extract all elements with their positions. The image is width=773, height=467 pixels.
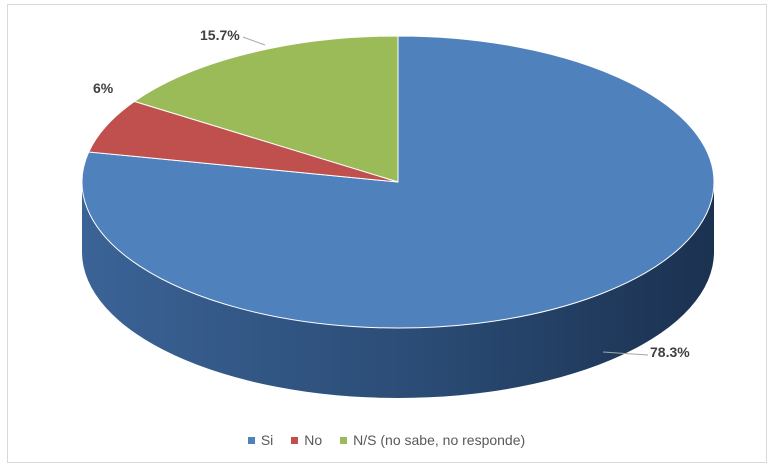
- leader-lines: [242, 36, 649, 356]
- legend-item-si: Si: [247, 432, 274, 448]
- data-label-si: 78.3%: [650, 344, 690, 360]
- pie-3d-sides: [82, 182, 714, 398]
- legend-item-no: No: [291, 432, 322, 448]
- legend-swatch-si: [247, 436, 255, 444]
- leader-line-ns: [242, 36, 266, 46]
- legend-swatch-ns: [340, 436, 348, 444]
- legend-swatch-no: [291, 436, 299, 444]
- data-label-ns: 15.7%: [200, 27, 240, 43]
- pie-slices: [81, 35, 715, 329]
- legend-item-ns: N/S (no sabe, no responde): [340, 432, 525, 448]
- data-label-no: 6%: [93, 80, 114, 96]
- legend-label-ns: N/S (no sabe, no responde): [353, 432, 526, 448]
- legend-label-si: Si: [260, 432, 274, 448]
- legend: Si No N/S (no sabe, no responde): [0, 430, 773, 450]
- slice-no: [88, 100, 399, 183]
- legend-label-no: No: [304, 432, 323, 448]
- data-labels: 78.3% 6% 15.7%: [93, 27, 690, 360]
- slice-side-si: [82, 182, 714, 398]
- slice-ns: [133, 35, 399, 183]
- leader-line-si: [602, 351, 649, 356]
